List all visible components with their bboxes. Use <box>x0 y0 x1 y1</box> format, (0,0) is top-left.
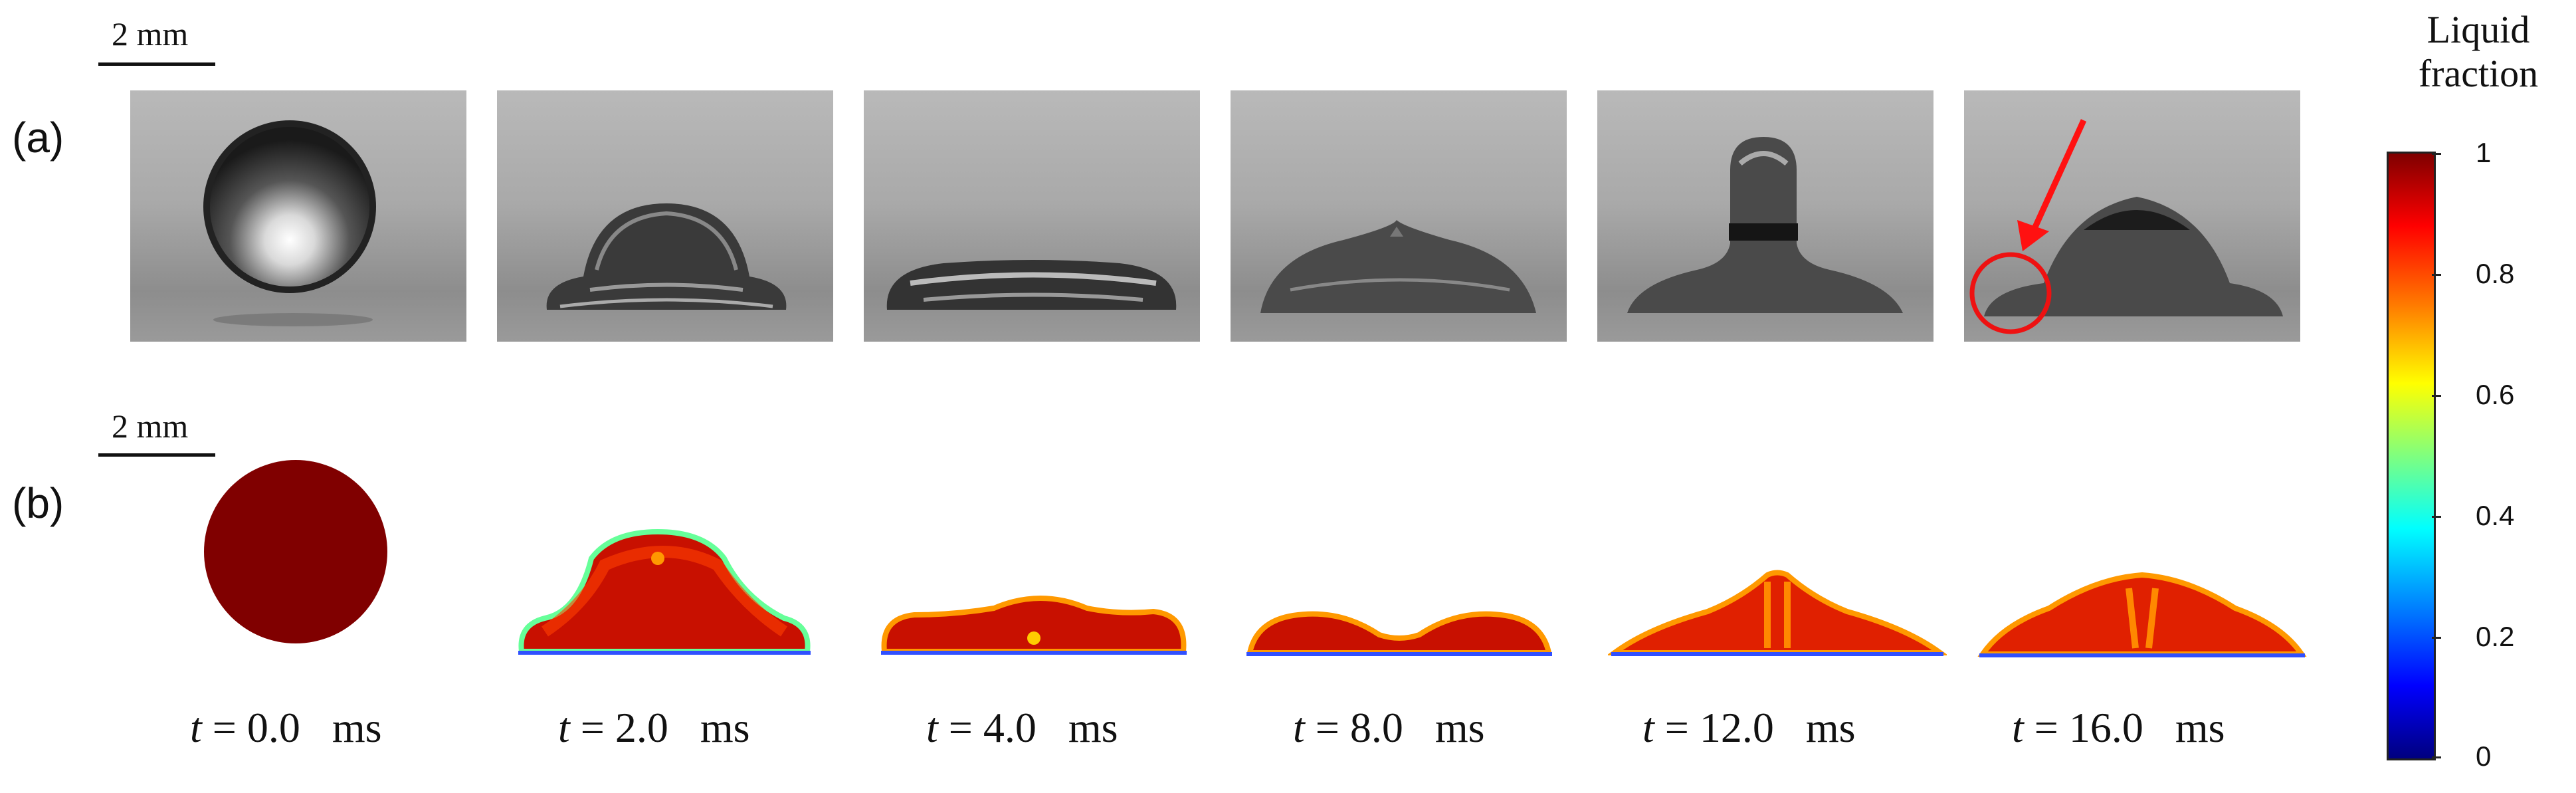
colorbar-title-line1: Liquid <box>2427 8 2530 51</box>
time-unit: ms <box>1805 704 1856 751</box>
sim-frame-4 <box>1240 459 1579 665</box>
colorbar-tick <box>2432 516 2441 518</box>
colorbar-tick-label-0.4: 0.4 <box>2476 500 2515 531</box>
time-label-3: t = 4.0 ms <box>926 703 1118 752</box>
time-label-6: t = 16.0 ms <box>2012 703 2225 752</box>
scale-bar-label-b: 2 mm <box>112 407 189 445</box>
time-value: = 12.0 <box>1654 704 1774 751</box>
time-symbol: t <box>1642 704 1654 751</box>
panel-label-a: (a) <box>12 114 64 162</box>
colorbar-tick-label-0: 0 <box>2476 740 2492 772</box>
colorbar-title-line2: fraction <box>2418 52 2539 95</box>
photo-frame-6 <box>1964 90 2300 342</box>
time-label-2: t = 2.0 ms <box>558 703 750 752</box>
colorbar-tick-label-0.2: 0.2 <box>2476 621 2515 652</box>
colorbar-tick-label-1: 1 <box>2476 137 2492 168</box>
photo-frame-2 <box>497 90 833 342</box>
time-symbol: t <box>2012 704 2024 751</box>
time-unit: ms <box>1435 704 1485 751</box>
time-symbol: t <box>926 704 938 751</box>
colorbar-tick <box>2432 153 2441 155</box>
photo-frame-5 <box>1597 90 1933 342</box>
scale-bar-b <box>98 453 215 457</box>
colorbar-title: Liquid fraction <box>2399 8 2558 96</box>
sim-frame-3 <box>874 459 1213 665</box>
time-unit: ms <box>700 704 750 751</box>
sim-frame-6 <box>1976 459 2315 665</box>
sim-frame-2 <box>505 459 844 665</box>
sim-frame-5 <box>1608 459 1947 665</box>
time-symbol: t <box>1293 704 1305 751</box>
time-label-1: t = 0.0 ms <box>190 703 382 752</box>
time-symbol: t <box>558 704 570 751</box>
time-value: = 2.0 <box>569 704 668 751</box>
time-unit: ms <box>332 704 382 751</box>
time-symbol: t <box>190 704 202 751</box>
panel-label-b: (b) <box>12 479 64 527</box>
time-label-4: t = 8.0 ms <box>1293 703 1485 752</box>
time-value: = 8.0 <box>1304 704 1403 751</box>
sim-frame-1 <box>126 459 465 665</box>
scale-bar-label-a: 2 mm <box>112 15 189 53</box>
time-value: = 16.0 <box>2023 704 2143 751</box>
time-value: = 0.0 <box>201 704 300 751</box>
colorbar-tick <box>2432 395 2441 397</box>
time-value: = 4.0 <box>938 704 1037 751</box>
photo-frame-1 <box>130 90 466 342</box>
colorbar-tick <box>2432 637 2441 639</box>
colorbar-tick <box>2432 756 2441 758</box>
photo-frame-4 <box>1231 90 1567 342</box>
scale-bar-a <box>98 62 215 66</box>
colorbar-tick-label-0.8: 0.8 <box>2476 258 2515 289</box>
colorbar <box>2387 152 2436 760</box>
colorbar-tick-label-0.6: 0.6 <box>2476 379 2515 410</box>
time-unit: ms <box>2175 704 2225 751</box>
time-unit: ms <box>1068 704 1118 751</box>
photo-frame-3 <box>864 90 1200 342</box>
colorbar-tick <box>2432 274 2441 276</box>
time-label-5: t = 12.0 ms <box>1642 703 1856 752</box>
